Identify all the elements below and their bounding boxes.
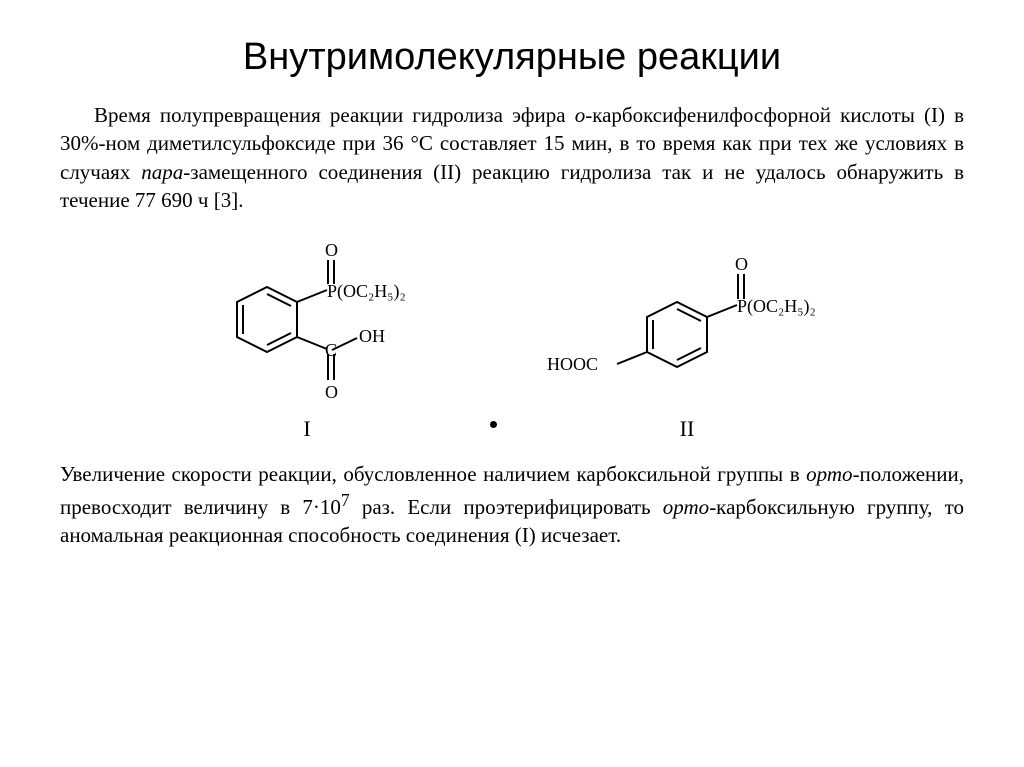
p2-run1: Увеличение скорости реакции, обусловленн… — [60, 462, 806, 486]
p1-run1: Время полупревращения реакции гидролиза … — [94, 103, 575, 127]
p2-ital1: орто — [806, 462, 852, 486]
figure-row: O P(OC₂H₅)₂ OH O C I — [60, 242, 964, 442]
molecule-1: O P(OC₂H₅)₂ OH O C I — [187, 242, 427, 442]
mol1-atom-C: C — [325, 340, 337, 360]
mol2-group-p: P(OC₂H₅)₂ — [737, 296, 816, 317]
paragraph-1: Время полупревращения реакции гидролиза … — [60, 101, 964, 214]
mol1-label: I — [187, 416, 427, 442]
p1-ital1: о — [575, 103, 586, 127]
mol1-atom-O-top: O — [325, 242, 338, 260]
dot-artifact — [490, 421, 497, 428]
mol2-label: II — [537, 416, 837, 442]
p1-ital2: пара — [141, 160, 183, 184]
mol2-atom-O-top: O — [735, 254, 748, 274]
p2-ital2: орто — [663, 495, 709, 519]
molecule-2: O P(OC₂H₅)₂ HOOC II — [537, 242, 837, 442]
mol1-group-p: P(OC₂H₅)₂ — [327, 281, 406, 302]
mol2-group-HOOC: HOOC — [547, 354, 598, 374]
p2-sup: 7 — [341, 490, 350, 510]
mol1-group-OH: OH — [359, 326, 385, 346]
slide-title: Внутримолекулярные реакции — [60, 36, 964, 79]
p1-run3: -замещенного соединения (II) реакцию гид… — [60, 160, 964, 212]
p2-run3: раз. Если проэтерифицировать — [350, 495, 663, 519]
mol1-atom-O-bottom: O — [325, 382, 338, 402]
paragraph-2: Увеличение скорости реакции, обусловленн… — [60, 460, 964, 549]
